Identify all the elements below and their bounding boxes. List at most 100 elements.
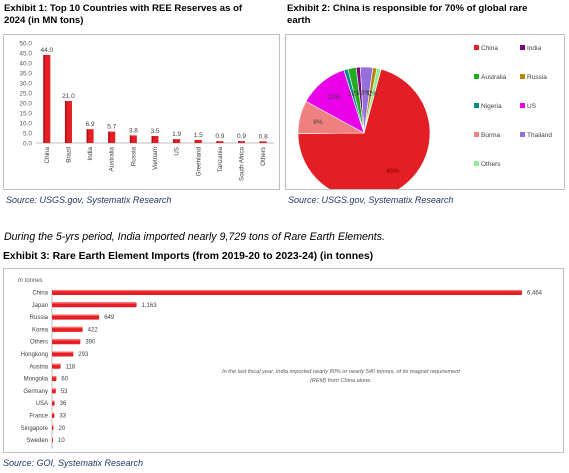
y-tick-label: 5.0 xyxy=(23,131,32,138)
category-label: France xyxy=(29,414,48,420)
data-label: 6.9 xyxy=(86,121,95,128)
x-tick-label: India xyxy=(87,147,94,161)
exhibit3-title: Exhibit 3: Rare Earth Element Imports (f… xyxy=(3,251,374,262)
y-tick-label: 40.0 xyxy=(19,61,32,68)
bar-shade xyxy=(64,101,67,143)
bar-highlight xyxy=(52,339,81,341)
x-tick-label: Russia xyxy=(130,147,137,167)
y-tick-label: 10.0 xyxy=(19,121,32,128)
category-label: China xyxy=(32,291,48,297)
legend-swatch xyxy=(520,45,525,50)
data-label: 10 xyxy=(58,438,65,444)
bar xyxy=(43,55,51,143)
legend-swatch xyxy=(474,103,479,108)
bar-shade xyxy=(86,129,89,143)
y-tick-label: 50.0 xyxy=(19,41,32,48)
category-label: Others xyxy=(30,340,48,346)
bar-highlight xyxy=(52,302,137,304)
exhibit3-chart-frame: In tonnes China 6,464 Japan 1,163 Russia 649 Ko… xyxy=(3,268,564,453)
data-label: 0.9 xyxy=(237,133,246,140)
y-tick-label: 20.0 xyxy=(19,101,32,108)
data-label: 118 xyxy=(66,364,76,370)
bar-highlight xyxy=(52,351,74,353)
data-label: 1.5 xyxy=(194,132,203,139)
exhibit1-source: Source: USGS.gov, Systematix Research xyxy=(6,195,172,205)
bar-shade xyxy=(173,139,175,143)
category-label: Hongkong xyxy=(21,352,48,358)
pie-slice xyxy=(297,68,431,200)
exhibit1-chart-frame: 0.0 5.0 10.0 15.0 20.0 25.0 30.0 35.0 40.0 45.0 50… xyxy=(3,34,280,190)
bar xyxy=(194,140,202,143)
legend-label: Others xyxy=(481,161,501,168)
legend-swatch xyxy=(474,74,479,79)
category-label: Russia xyxy=(30,315,49,321)
x-tick-label: Others xyxy=(260,147,267,166)
slice-label: 8% xyxy=(313,119,323,126)
bar-shade xyxy=(194,140,197,143)
slice-label: 12% xyxy=(327,94,340,101)
slice-label: 1% xyxy=(366,90,376,97)
bar-highlight xyxy=(52,326,83,329)
bar-shade xyxy=(43,55,45,143)
data-label: 6,464 xyxy=(527,291,543,297)
exhibit3-source: Source: GOI, Systematix Research xyxy=(3,458,144,468)
data-label: 44.0 xyxy=(40,47,53,54)
x-tick-label: China xyxy=(44,147,51,164)
legend-label: Burma xyxy=(481,132,501,139)
bar-shade xyxy=(216,141,218,143)
bar-highlight xyxy=(52,437,53,439)
data-label: 0.9 xyxy=(215,133,224,140)
category-label: Mongolia xyxy=(24,377,49,383)
legend-swatch xyxy=(520,132,525,137)
exhibit1-title: Exhibit 1: Top 10 Countries with REE Res… xyxy=(4,3,242,27)
x-tick-label: South Africa xyxy=(239,147,246,181)
legend-swatch xyxy=(520,103,525,108)
slice-label: 2% xyxy=(352,90,362,97)
exhibit2-title-line1: Exhibit 2: China is responsible for 70% … xyxy=(287,3,528,14)
bar-shade xyxy=(108,131,110,143)
bar-highlight xyxy=(52,400,55,402)
data-label: 60 xyxy=(61,377,68,383)
legend-swatch xyxy=(474,45,479,50)
data-label: 36 xyxy=(60,401,67,407)
legend-swatch xyxy=(474,161,479,166)
slice-label: 1% xyxy=(348,91,358,98)
category-label: Austria xyxy=(29,364,48,370)
data-label: 422 xyxy=(88,327,99,333)
category-label: Korea xyxy=(32,327,49,333)
x-tick-label: US xyxy=(174,147,181,156)
x-tick-label: Vietnam xyxy=(152,147,159,170)
bar xyxy=(173,139,181,143)
data-label: 390 xyxy=(85,340,96,346)
exhibit2-source: Source: USGS.gov, Systematix Research xyxy=(288,195,454,205)
bar-shade xyxy=(151,136,153,143)
category-label: USA xyxy=(36,401,48,407)
narrative-text: During the 5-yrs period, India imported … xyxy=(4,231,385,243)
exhibit1-title-line2: 2024 (in MN tons) xyxy=(4,15,84,26)
y-tick-label: 0.0 xyxy=(23,141,32,148)
data-label: 5.7 xyxy=(107,124,116,131)
bar-shade xyxy=(129,135,132,143)
y-tick-label: 25.0 xyxy=(19,91,32,98)
data-label: 3.5 xyxy=(150,128,159,135)
data-label: 1.9 xyxy=(172,131,181,138)
slice-label: 69% xyxy=(387,168,400,175)
bar xyxy=(129,135,137,143)
y-tick-label: 30.0 xyxy=(19,81,32,88)
bar xyxy=(108,131,116,143)
exhibit1-title-line1: Exhibit 1: Top 10 Countries with REE Res… xyxy=(4,3,243,14)
bar xyxy=(216,141,224,143)
data-label: 21.0 xyxy=(62,93,75,100)
slice-label: 1% xyxy=(356,90,366,97)
exhibit3-bar-chart: In tonnes China 6,464 Japan 1,163 Russia 649 Ko… xyxy=(18,278,543,449)
data-label: 33 xyxy=(59,414,66,420)
data-label: 20 xyxy=(58,426,65,432)
data-label: 3.8 xyxy=(129,127,138,134)
slice-label: 1% xyxy=(369,91,379,98)
bar-highlight xyxy=(52,376,57,378)
data-label: 649 xyxy=(104,315,115,321)
bar-shade xyxy=(238,141,240,143)
bar-highlight xyxy=(52,363,61,366)
exhibit2-chart-frame: 69% 8% 12% 1% 2% 1% 3% 1% 1% China India Australia R… xyxy=(285,34,565,200)
